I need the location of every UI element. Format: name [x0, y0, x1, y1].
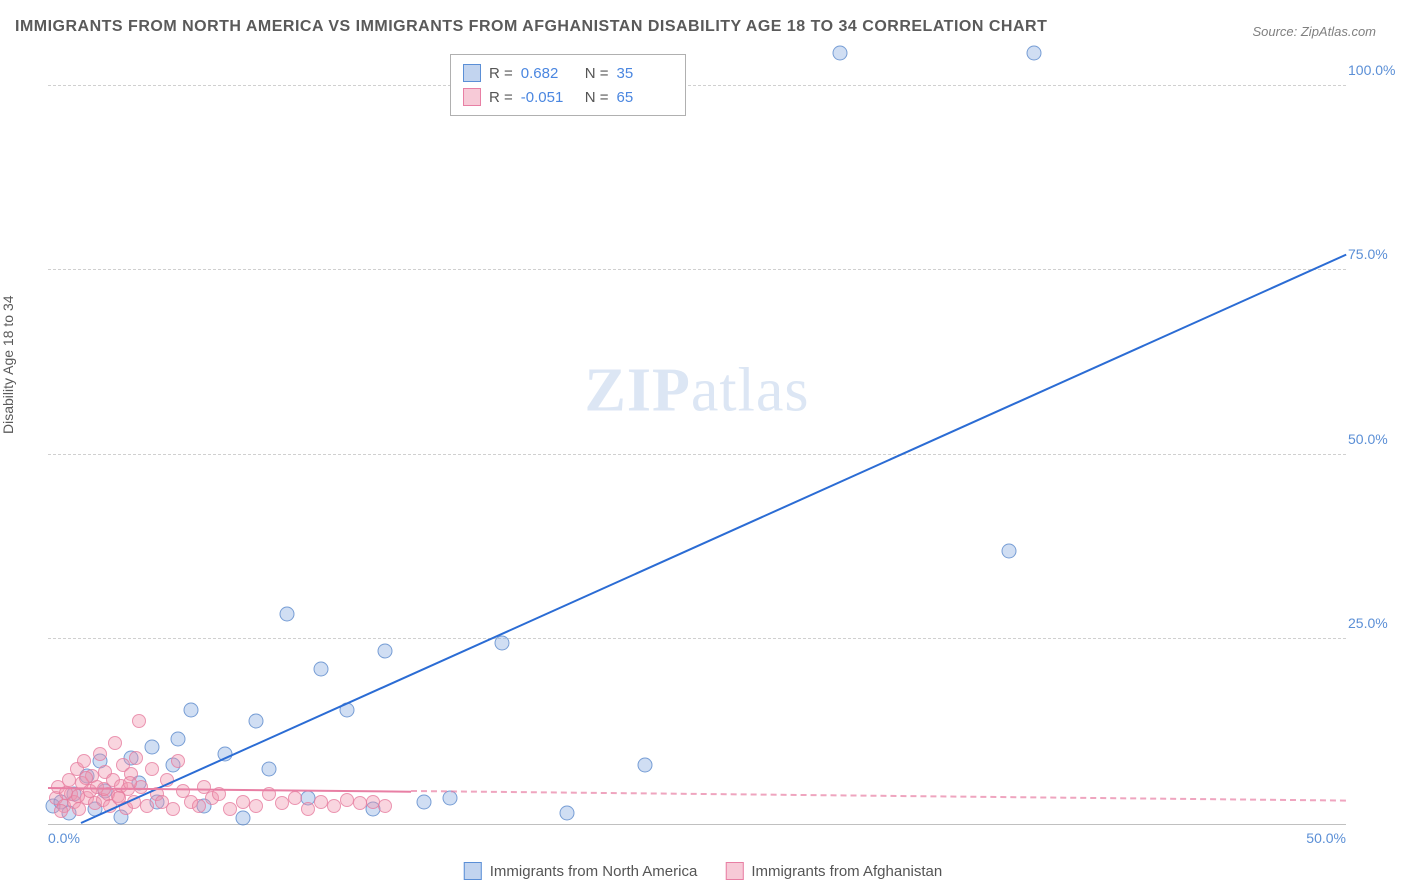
data-point — [93, 747, 107, 761]
data-point — [171, 754, 185, 768]
data-point — [378, 799, 392, 813]
scatter-plot-area: ZIPatlas 25.0%50.0%75.0%100.0%0.0%50.0% — [48, 50, 1346, 825]
data-point — [79, 771, 93, 785]
data-point — [301, 802, 315, 816]
data-point — [1001, 543, 1016, 558]
data-point — [129, 751, 143, 765]
watermark-logo: ZIPatlas — [585, 355, 810, 426]
stats-legend-row: R = -0.051 N = 65 — [463, 85, 673, 109]
legend-swatch — [463, 64, 481, 82]
data-point — [327, 799, 341, 813]
y-axis-label: Disability Age 18 to 34 — [0, 295, 16, 434]
data-point — [279, 606, 294, 621]
data-point — [378, 643, 393, 658]
n-value: 65 — [617, 89, 673, 106]
x-legend-item: Immigrants from Afghanistan — [725, 862, 942, 880]
data-point — [249, 799, 263, 813]
data-point — [314, 795, 328, 809]
series-name: Immigrants from North America — [490, 863, 698, 880]
legend-swatch — [464, 862, 482, 880]
r-value: -0.051 — [521, 89, 577, 106]
x-tick-label: 50.0% — [1306, 830, 1346, 846]
x-axis-legend: Immigrants from North America Immigrants … — [464, 862, 942, 880]
x-legend-item: Immigrants from North America — [464, 862, 698, 880]
data-point — [236, 795, 250, 809]
data-point — [170, 732, 185, 747]
data-point — [417, 794, 432, 809]
trend-line — [411, 790, 1346, 802]
data-point — [248, 713, 263, 728]
r-label: R = — [489, 89, 513, 106]
series-name: Immigrants from Afghanistan — [751, 863, 942, 880]
data-point — [560, 805, 575, 820]
watermark-rest: atlas — [691, 356, 810, 424]
stats-legend-row: R = 0.682 N = 35 — [463, 61, 673, 85]
y-tick-label: 75.0% — [1348, 246, 1396, 262]
source-attribution: Source: ZipAtlas.com — [1252, 24, 1376, 39]
data-point — [366, 795, 380, 809]
n-label: N = — [585, 65, 609, 82]
y-tick-label: 25.0% — [1348, 615, 1396, 631]
y-tick-label: 100.0% — [1348, 62, 1396, 78]
x-tick-label: 0.0% — [48, 830, 80, 846]
n-label: N = — [585, 89, 609, 106]
data-point — [192, 799, 206, 813]
data-point — [340, 793, 354, 807]
data-point — [313, 662, 328, 677]
legend-swatch — [463, 88, 481, 106]
data-point — [77, 754, 91, 768]
data-point — [108, 736, 122, 750]
y-tick-label: 50.0% — [1348, 431, 1396, 447]
data-point — [1027, 45, 1042, 60]
grid-line — [48, 85, 1346, 86]
data-point — [495, 636, 510, 651]
n-value: 35 — [617, 65, 673, 82]
data-point — [261, 761, 276, 776]
data-point — [183, 702, 198, 717]
data-point — [145, 762, 159, 776]
data-point — [71, 789, 85, 803]
r-value: 0.682 — [521, 65, 577, 82]
r-label: R = — [489, 65, 513, 82]
trend-line — [80, 254, 1346, 824]
data-point — [132, 714, 146, 728]
data-point — [140, 799, 154, 813]
grid-line — [48, 454, 1346, 455]
data-point — [166, 802, 180, 816]
watermark-bold: ZIP — [585, 356, 691, 424]
data-point — [288, 791, 302, 805]
data-point — [54, 804, 68, 818]
chart-title: IMMIGRANTS FROM NORTH AMERICA VS IMMIGRA… — [15, 18, 1047, 36]
data-point — [144, 739, 159, 754]
data-point — [353, 796, 367, 810]
data-point — [235, 811, 250, 826]
grid-line — [48, 638, 1346, 639]
data-point — [275, 796, 289, 810]
data-point — [223, 802, 237, 816]
stats-legend-box: R = 0.682 N = 35 R = -0.051 N = 65 — [450, 54, 686, 116]
grid-line — [48, 269, 1346, 270]
data-point — [832, 45, 847, 60]
legend-swatch — [725, 862, 743, 880]
data-point — [443, 791, 458, 806]
data-point — [638, 757, 653, 772]
